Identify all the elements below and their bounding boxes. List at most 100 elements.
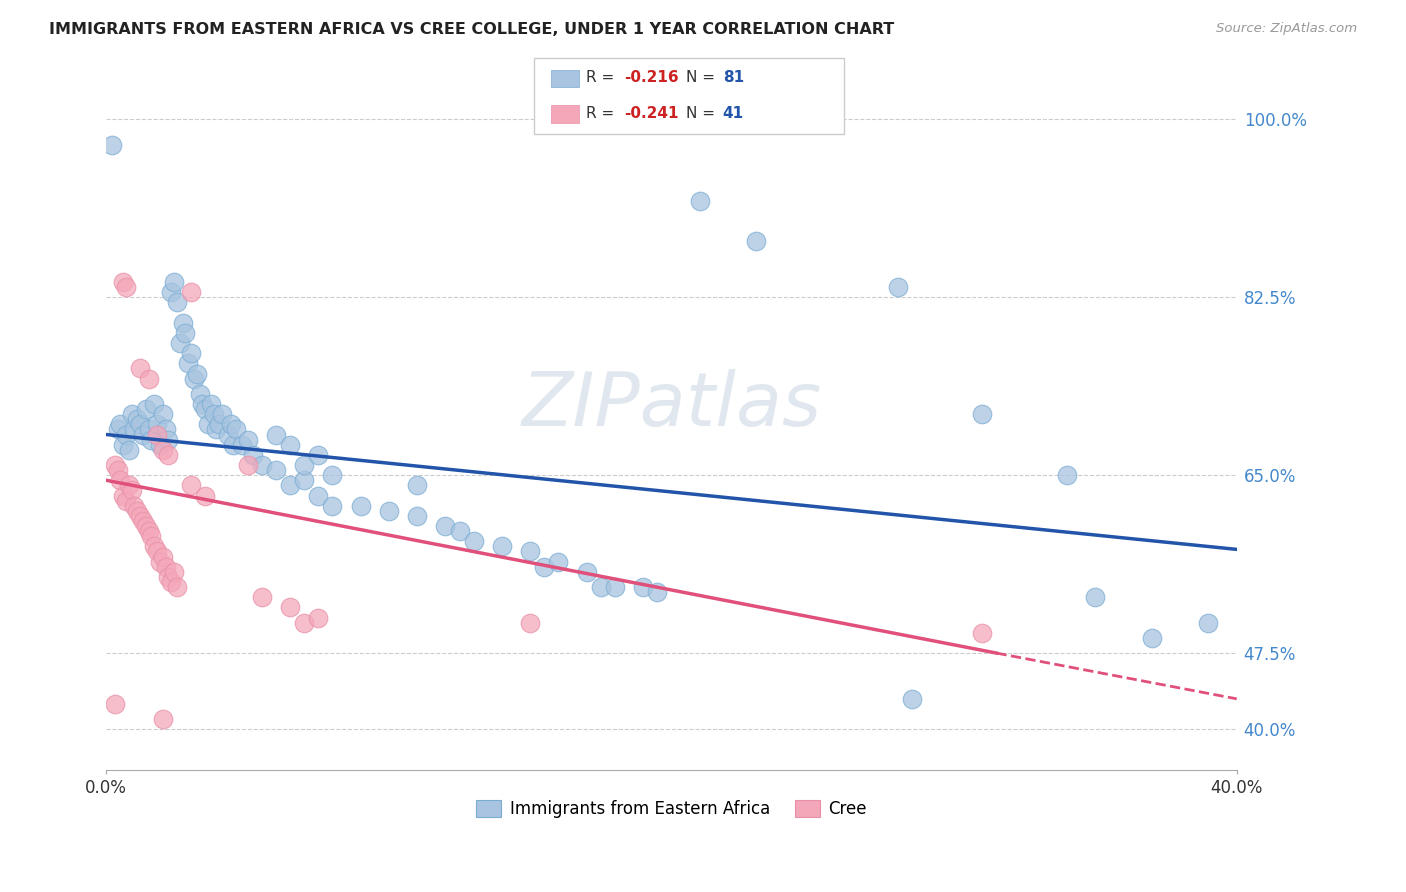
Point [200,397,222,411]
Point [886,280,908,294]
Point [236,458,259,472]
Point [264,427,287,442]
Point [194,402,217,417]
Point [264,463,287,477]
Point [231,438,253,452]
Point [180,478,202,492]
Point [278,600,301,615]
Point [157,448,180,462]
Point [157,433,180,447]
Point [186,367,208,381]
Point [166,295,188,310]
Point [197,417,219,432]
Point [205,422,228,436]
Text: R =: R = [586,106,620,120]
Point [292,458,315,472]
Point [121,407,143,421]
Point [225,422,247,436]
Point [406,478,429,492]
Text: N =: N = [686,70,720,85]
Point [124,422,146,436]
Text: 81: 81 [723,70,744,85]
Point [110,417,132,432]
Point [217,427,239,442]
Point [219,417,242,432]
Point [183,371,205,385]
Point [152,549,174,564]
Point [180,285,202,300]
Point [463,534,485,549]
Point [250,590,273,604]
Point [191,397,214,411]
Point [146,417,169,432]
Point [157,570,180,584]
Point [127,504,149,518]
Point [132,427,155,442]
Point [292,473,315,487]
Text: Source: ZipAtlas.com: Source: ZipAtlas.com [1216,22,1357,36]
Point [138,524,160,538]
Point [242,448,264,462]
Point [107,463,129,477]
Point [155,422,177,436]
Text: R =: R = [586,70,620,85]
Point [152,712,174,726]
Point [163,565,186,579]
Point [160,285,183,300]
Point [689,194,711,208]
Point [127,412,149,426]
Point [1140,631,1163,645]
Point [631,580,654,594]
Point [138,371,160,385]
Point [250,458,273,472]
Point [177,356,200,370]
Text: 41: 41 [723,106,744,120]
Point [110,473,132,487]
Point [208,417,231,432]
Point [135,402,157,417]
Point [900,691,922,706]
Point [202,407,225,421]
Point [152,407,174,421]
Point [188,387,211,401]
Point [575,565,598,579]
Point [307,489,329,503]
Point [155,559,177,574]
Point [138,422,160,436]
Point [180,346,202,360]
Point [104,458,127,472]
Point [194,489,217,503]
Point [589,580,612,594]
Point [141,529,163,543]
Text: -0.241: -0.241 [624,106,679,120]
Point [146,427,169,442]
Point [1197,615,1219,630]
Point [149,438,172,452]
Point [115,280,138,294]
Point [118,478,141,492]
Point [141,433,163,447]
Text: N =: N = [686,106,720,120]
Point [169,336,191,351]
Point [434,519,457,533]
Point [129,417,152,432]
Point [278,438,301,452]
Point [378,504,401,518]
Point [349,499,371,513]
Point [112,489,135,503]
Point [491,539,513,553]
Point [107,422,129,436]
Point [307,610,329,624]
Point [129,508,152,523]
Point [174,326,197,340]
Point [278,478,301,492]
Point [112,438,135,452]
Point [603,580,626,594]
Point [1056,468,1078,483]
Point [121,483,143,498]
Point [972,625,994,640]
Point [160,574,183,589]
Point [135,519,157,533]
Point [132,514,155,528]
Text: -0.216: -0.216 [624,70,679,85]
